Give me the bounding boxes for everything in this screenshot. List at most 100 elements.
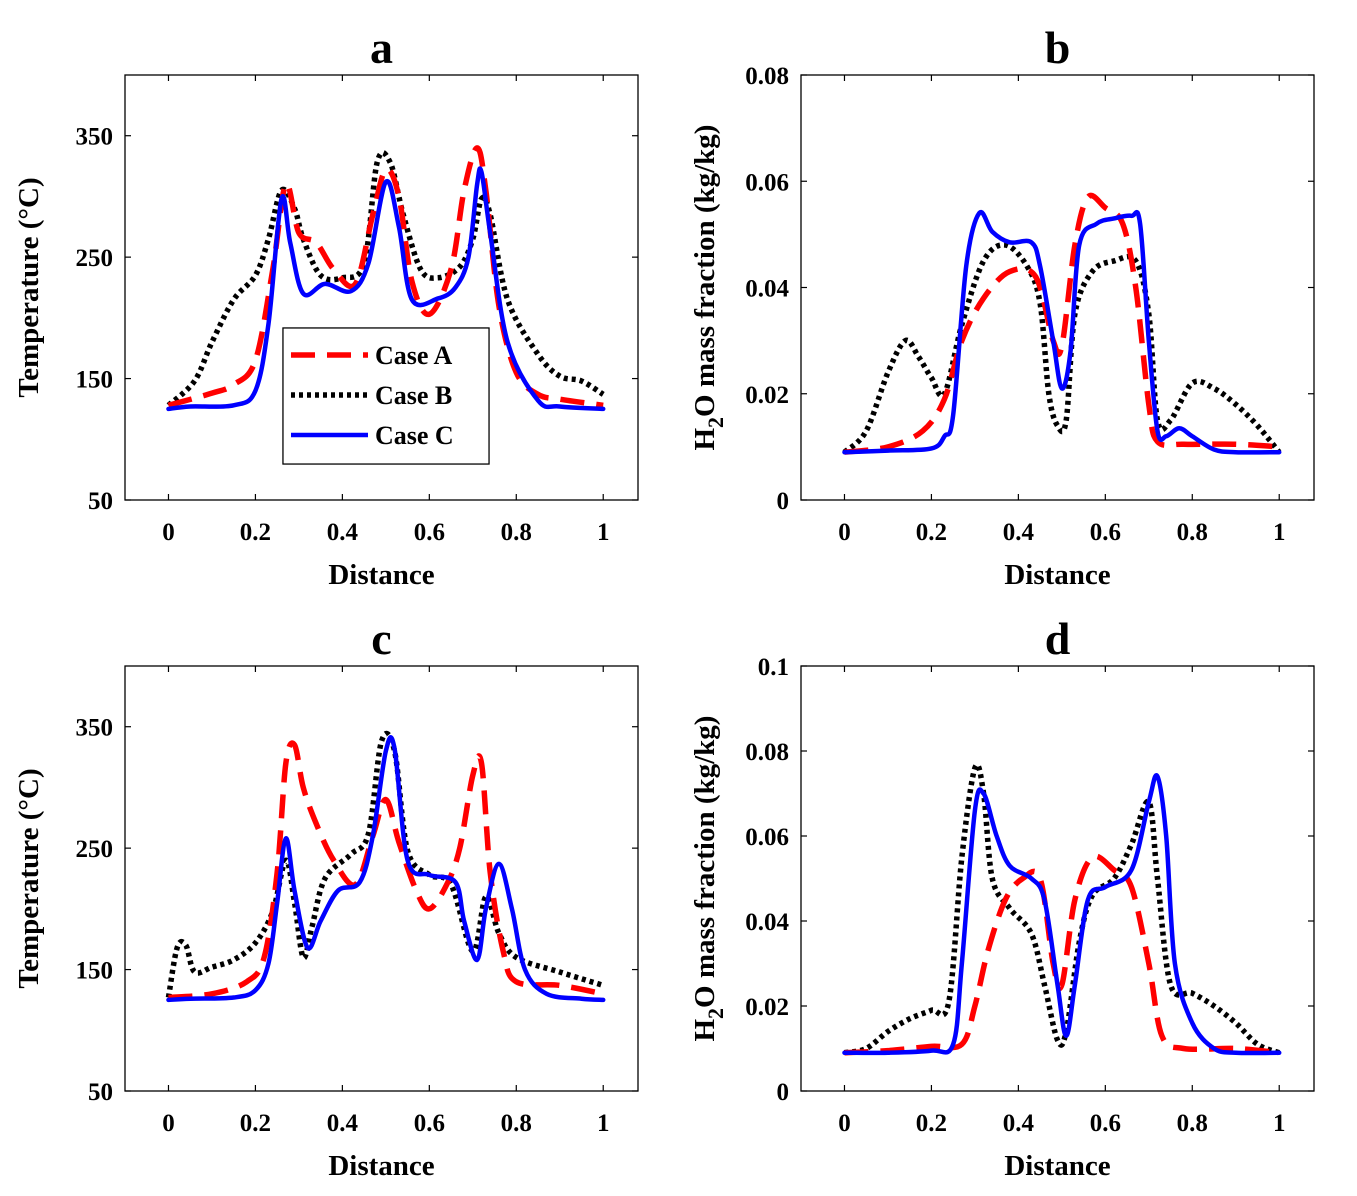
series-group — [166, 145, 606, 412]
y-axis-ticks: 50 150 250 350 — [76, 124, 638, 515]
y-label-pre: H — [689, 427, 721, 450]
x-tick-label: 0 — [838, 519, 851, 546]
x-tick-label: 1 — [1273, 519, 1286, 546]
y-tick-label: 0 — [777, 1079, 790, 1106]
axes-frame — [124, 665, 639, 1092]
y-tick-label: 0.08 — [745, 63, 789, 90]
x-tick-label: 0.4 — [1003, 1110, 1035, 1137]
y-tick-label: 350 — [76, 124, 114, 151]
x-tick-label: 0.8 — [501, 1110, 532, 1137]
legend-label-case-b: Case B — [375, 381, 452, 410]
y-label-post: O mass fraction (kg/kg) — [689, 716, 721, 1008]
series-line-case-c — [842, 773, 1282, 1056]
x-axis-ticks: 0 0.2 0.4 0.6 0.8 1 — [162, 75, 609, 546]
y-label-post: O mass fraction (kg/kg) — [689, 125, 721, 417]
y-tick-label: 350 — [76, 715, 114, 742]
x-tick-label: 0.2 — [916, 1110, 947, 1137]
legend: Case A Case B Case C — [282, 327, 490, 465]
x-tick-label: 0.8 — [501, 519, 532, 546]
x-tick-label: 1 — [597, 1110, 610, 1137]
legend-label-case-c: Case C — [375, 421, 454, 450]
panel-title: b — [1045, 22, 1071, 73]
y-label-subscript: 2 — [703, 1008, 728, 1019]
y-tick-label: 250 — [76, 836, 114, 863]
series-line-case-c — [842, 209, 1282, 455]
x-tick-label: 0.2 — [240, 519, 271, 546]
panel-c: c 0 0.2 0.4 0.6 0.8 1 50 150 250 350 Distance Te… — [13, 613, 639, 1182]
y-axis-label: H2O mass fraction (kg/kg) — [689, 716, 728, 1042]
x-axis-label: Distance — [1004, 1150, 1110, 1182]
x-tick-label: 0.2 — [240, 1110, 271, 1137]
panel-title: d — [1045, 613, 1071, 664]
x-tick-label: 0.4 — [327, 1110, 359, 1137]
y-label-subscript: 2 — [703, 417, 728, 428]
series-line-case-a — [844, 853, 1280, 1056]
x-tick-label: 0.6 — [414, 519, 445, 546]
y-tick-label: 0.04 — [745, 276, 789, 303]
panel-a: a 0 0.2 0.4 0.6 0.8 1 50 150 250 350 Distance Te… — [13, 22, 639, 591]
axes-frame — [800, 74, 1315, 501]
y-tick-label: 0 — [777, 488, 790, 515]
x-tick-label: 0 — [838, 1110, 851, 1137]
series-group — [842, 192, 1282, 455]
y-label-pre: H — [689, 1018, 721, 1041]
axes-frame — [124, 74, 639, 501]
x-axis-label: Distance — [328, 559, 434, 591]
axes-frame — [800, 665, 1315, 1092]
y-tick-label: 0.02 — [745, 994, 789, 1021]
y-tick-label: 250 — [76, 245, 114, 272]
y-tick-label: 150 — [76, 958, 114, 985]
y-axis-ticks: 0 0.02 0.04 0.06 0.08 0.1 — [745, 654, 1314, 1106]
y-tick-label: 50 — [88, 1079, 113, 1106]
y-axis-ticks: 50 150 250 350 — [76, 715, 638, 1106]
x-axis-label: Distance — [1004, 559, 1110, 591]
y-tick-label: 0.02 — [745, 382, 789, 409]
x-tick-label: 1 — [1273, 1110, 1286, 1137]
series-line-case-b — [166, 150, 605, 408]
panel-title: c — [371, 613, 391, 664]
series-line-case-a — [168, 740, 604, 1001]
series-line-case-a — [844, 192, 1280, 455]
x-axis-label: Distance — [328, 1150, 434, 1182]
y-axis-label: H2O mass fraction (kg/kg) — [689, 125, 728, 451]
series-group — [842, 762, 1282, 1056]
x-tick-label: 0 — [162, 519, 175, 546]
legend-label-case-a: Case A — [375, 341, 453, 370]
y-tick-label: 0.06 — [745, 824, 789, 851]
series-line-case-c — [166, 166, 606, 412]
y-axis-ticks: 0 0.02 0.04 0.06 0.08 — [745, 63, 1314, 515]
y-tick-label: 0.04 — [745, 909, 789, 936]
x-tick-label: 0.8 — [1177, 1110, 1208, 1137]
plot-area: 0 0.2 0.4 0.6 0.8 1 50 150 250 350 — [76, 665, 639, 1137]
x-tick-label: 0 — [162, 1110, 175, 1137]
y-axis-label: Temperature (°C) — [13, 177, 45, 397]
y-tick-label: 0.06 — [745, 169, 789, 196]
y-tick-label: 0.1 — [758, 654, 789, 681]
series-line-case-b — [843, 762, 1281, 1056]
series-line-case-b — [165, 730, 605, 998]
series-line-case-c — [166, 735, 606, 1003]
panel-b: b 0 0.2 0.4 0.6 0.8 1 0 0.02 0.04 0.06 0.08 Dista… — [689, 22, 1315, 591]
x-tick-label: 0.2 — [916, 519, 947, 546]
plot-area: 0 0.2 0.4 0.6 0.8 1 0 0.02 0.04 0.06 0.08 — [745, 63, 1315, 546]
plot-area: 0 0.2 0.4 0.6 0.8 1 0 0.02 0.04 0.06 0.08 0.1 — [745, 654, 1315, 1137]
series-group — [165, 730, 606, 1003]
series-line-case-b — [842, 242, 1282, 455]
y-axis-label: Temperature (°C) — [13, 768, 45, 988]
y-tick-label: 50 — [88, 488, 113, 515]
x-tick-label: 0.4 — [327, 519, 359, 546]
panel-title: a — [370, 22, 393, 73]
y-tick-label: 0.08 — [745, 739, 789, 766]
x-tick-label: 1 — [597, 519, 610, 546]
y-tick-label: 150 — [76, 367, 114, 394]
panel-d: d 0 0.2 0.4 0.6 0.8 1 0 0.02 0.04 0.06 0.08 0.1 Di… — [689, 613, 1315, 1182]
x-tick-label: 0.6 — [414, 1110, 445, 1137]
x-tick-label: 0.6 — [1090, 1110, 1121, 1137]
x-axis-ticks: 0 0.2 0.4 0.6 0.8 1 — [838, 666, 1285, 1137]
x-tick-label: 0.6 — [1090, 519, 1121, 546]
plot-area: 0 0.2 0.4 0.6 0.8 1 50 150 250 350 — [76, 74, 639, 546]
x-tick-label: 0.8 — [1177, 519, 1208, 546]
x-tick-label: 0.4 — [1003, 519, 1035, 546]
x-axis-ticks: 0 0.2 0.4 0.6 0.8 1 — [838, 75, 1285, 546]
